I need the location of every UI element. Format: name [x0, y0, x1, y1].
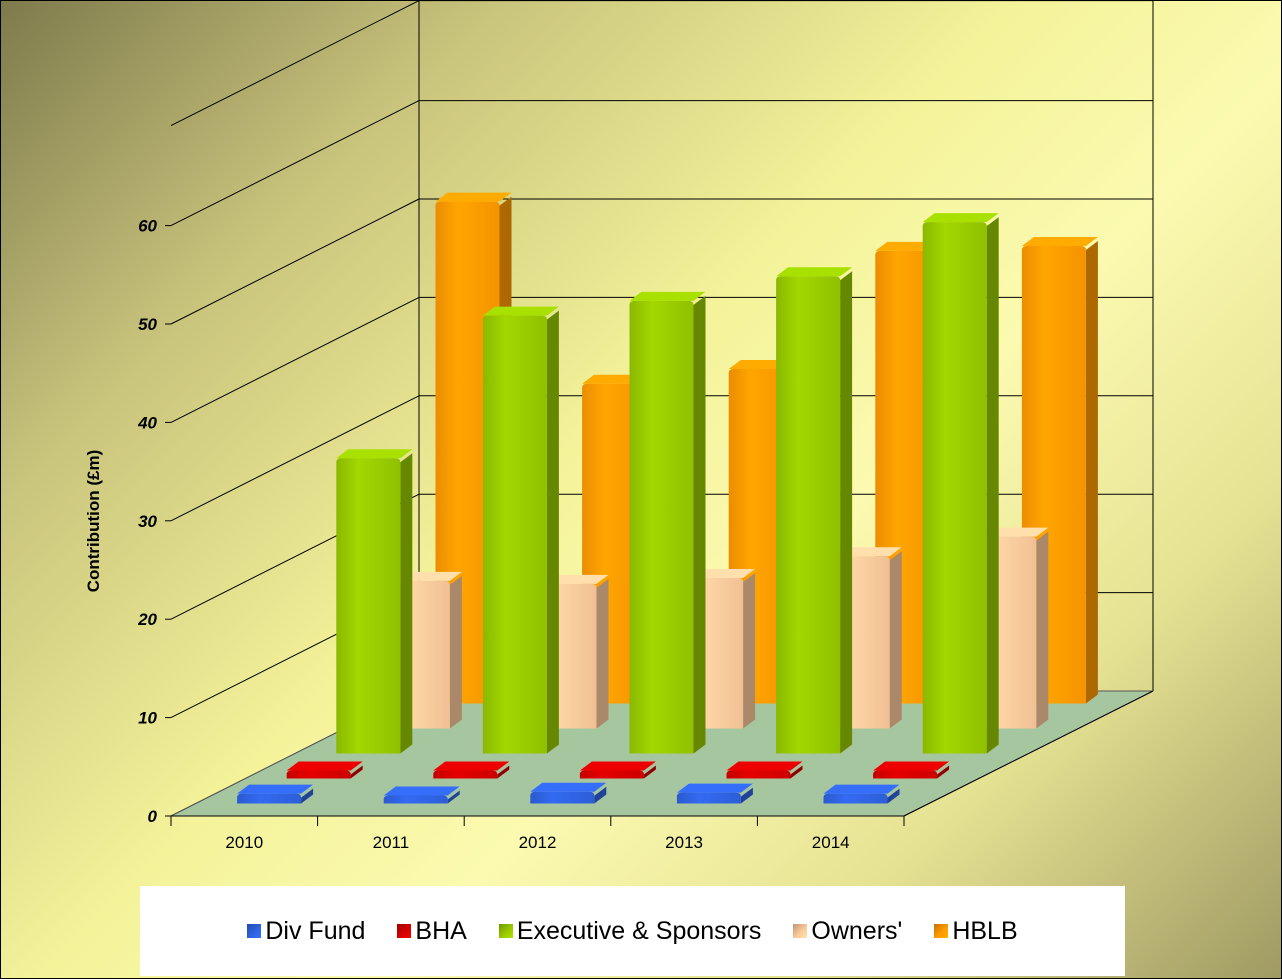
y-tick-label: 20 — [137, 610, 157, 629]
legend-label: Executive & Sponsors — [516, 916, 762, 945]
bar-div-fund-2013 — [676, 783, 753, 804]
y-axis-title: Contribution (£m) — [84, 450, 103, 593]
x-tick-label: 2011 — [373, 833, 410, 852]
legend-label: Div Fund — [265, 916, 366, 945]
bar-bha-2011 — [433, 761, 510, 779]
bar-bha-2013 — [726, 761, 803, 779]
legend-swatch — [397, 924, 412, 938]
bar-bha-2012 — [579, 761, 656, 779]
y-tick-label: 0 — [148, 807, 158, 826]
bar-executive-sponsors-2010 — [336, 449, 413, 754]
x-tick-label: 2012 — [519, 833, 557, 852]
legend-label: BHA — [415, 916, 467, 945]
legend-swatch — [498, 924, 513, 938]
chart-legend: Div Fund BHA Executive & Sponsors Owners' HB… — [140, 886, 1125, 976]
legend-item-hblb: HBLB — [934, 916, 1018, 946]
bar-bha-2010 — [286, 761, 363, 779]
legend-item-div-fund: Div Fund — [247, 917, 365, 946]
y-tick-label: 60 — [138, 217, 157, 236]
x-tick-label: 2013 — [665, 833, 703, 852]
y-tick-label: 40 — [137, 413, 157, 432]
bar-executive-sponsors-2014 — [922, 213, 999, 754]
bar-executive-sponsors-2011 — [482, 306, 559, 754]
legend-swatch — [934, 924, 949, 938]
legend-swatch — [247, 924, 262, 938]
x-tick-label: 2010 — [225, 833, 263, 852]
x-tick-label: 2014 — [812, 833, 850, 852]
legend-label: HBLB — [952, 916, 1018, 945]
bar-div-fund-2012 — [530, 782, 607, 804]
chart-axis: 0 10 20 30 40 50 60 2010 2011 2012 2013 2014 — [137, 217, 905, 852]
bar-div-fund-2011 — [383, 786, 460, 804]
legend-item-executive-sponsors: Executive & Sponsors — [498, 916, 762, 946]
legend-label: Owners' — [811, 916, 903, 945]
bar-div-fund-2010 — [237, 784, 314, 804]
legend-item-owners: Owners' — [793, 917, 902, 946]
legend-swatch — [793, 924, 808, 938]
bar-div-fund-2014 — [823, 784, 900, 804]
y-tick-label: 30 — [138, 512, 157, 531]
chart-bars — [237, 192, 1098, 804]
bar-executive-sponsors-2013 — [776, 267, 853, 754]
y-tick-label: 50 — [138, 315, 157, 334]
bar-executive-sponsors-2012 — [629, 291, 706, 754]
legend-item-bha: BHA — [397, 916, 467, 946]
y-tick-label: 10 — [138, 709, 157, 728]
bar-bha-2014 — [873, 761, 950, 779]
